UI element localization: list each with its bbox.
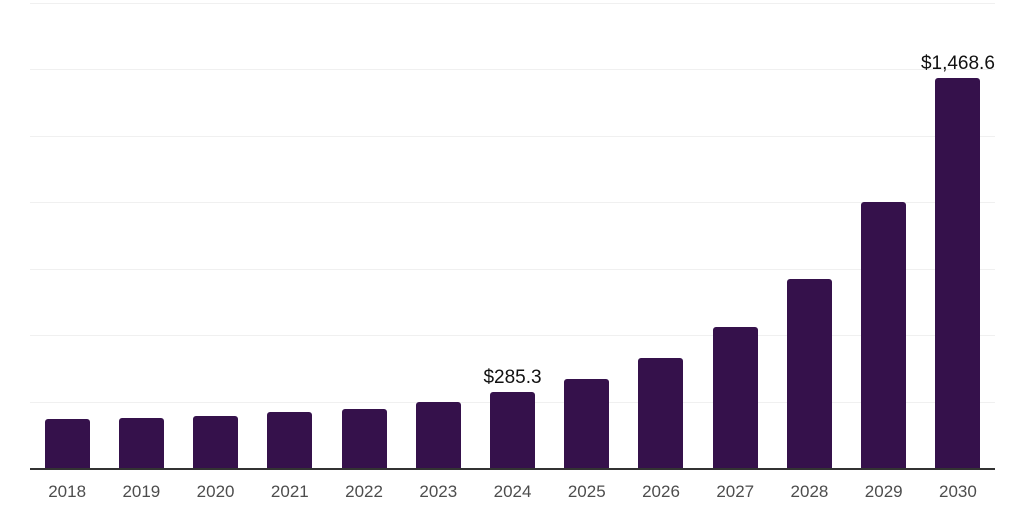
x-tick-2025: 2025: [567, 482, 606, 501]
bar-slot-2024: $285.3: [475, 3, 549, 468]
bar-slot-2028: [772, 3, 846, 468]
bar-slot-2029: [847, 3, 921, 468]
bar-slot-2022: [327, 3, 401, 468]
data-label-2030: $1,468.6: [920, 52, 995, 74]
bar-2018: [44, 418, 90, 468]
bar-2025: [564, 379, 610, 468]
bar-2022: [341, 409, 387, 468]
x-axis-tick-labels: 2018 2019 2020 2021 2022 2023 2024 2025 2026 2027…: [30, 480, 995, 504]
x-tick-2027: 2027: [716, 482, 755, 501]
bar-slot-2021: [253, 3, 327, 468]
x-tick-2019: 2019: [122, 482, 161, 501]
bar-slot-2027: [698, 3, 772, 468]
bar-slot-2025: [550, 3, 624, 468]
bar-2023: [415, 402, 461, 468]
x-tick-2029: 2029: [864, 482, 903, 501]
bar-slot-2026: [624, 3, 698, 468]
x-tick-2030: 2030: [939, 482, 977, 501]
bar-slot-2030: $1,468.6: [921, 3, 995, 468]
bar-slot-2018: [30, 3, 104, 468]
bar-2020: [193, 415, 239, 468]
bar-slot-2019: [104, 3, 178, 468]
x-tick-2024: 2024: [493, 482, 532, 501]
x-tick-2028: 2028: [790, 482, 829, 501]
x-tick-2023: 2023: [419, 482, 458, 501]
gridline-750: [30, 268, 995, 270]
gridline-500: [30, 335, 995, 337]
x-tick-2026: 2026: [642, 482, 680, 501]
x-tick-2022: 2022: [345, 482, 383, 501]
x-axis-line: [30, 468, 995, 470]
bar-2019: [118, 417, 164, 468]
gridline-1250: [30, 135, 995, 137]
data-label-2024: $285.3: [483, 367, 542, 389]
gridline-1500: [30, 69, 995, 71]
bar-2021: [267, 412, 313, 468]
bar-2026: [638, 358, 684, 468]
x-tick-2018: 2018: [48, 482, 87, 501]
bar-2024: [490, 392, 536, 468]
bar-2027: [712, 327, 758, 468]
bar-2030: [935, 77, 981, 468]
plot-area: $285.3 $1,468.6: [30, 3, 995, 468]
bar-slot-2020: [178, 3, 252, 468]
x-tick-2021: 2021: [270, 482, 309, 501]
bars-container: $285.3 $1,468.6: [30, 3, 995, 468]
bar-slot-2023: [401, 3, 475, 468]
gridline-1000: [30, 202, 995, 204]
x-tick-2020: 2020: [196, 482, 235, 501]
bar-2029: [861, 202, 907, 468]
bar-2028: [786, 279, 832, 468]
gridline-1750: [30, 3, 995, 4]
